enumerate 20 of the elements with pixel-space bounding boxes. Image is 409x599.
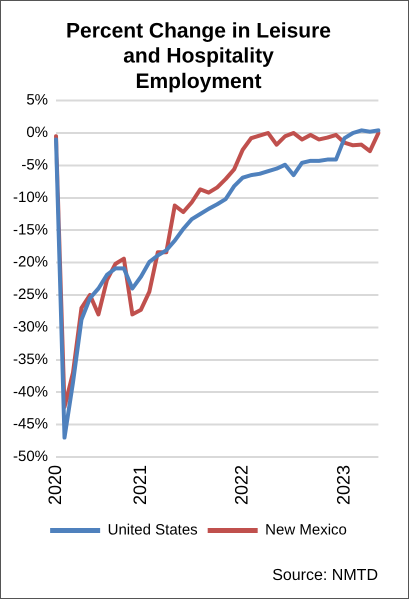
x-tick-label: 2023 <box>333 464 354 506</box>
legend-label: United States <box>108 522 198 539</box>
y-tick-label: -10% <box>12 188 48 206</box>
y-tick-label: -25% <box>12 286 48 304</box>
source-note: Source: NMTD <box>272 567 378 584</box>
y-tick-label: -20% <box>12 254 48 271</box>
y-tick-label: -40% <box>12 383 48 400</box>
y-tick-label: 0% <box>26 124 48 142</box>
y-tick-label: -30% <box>12 318 48 336</box>
x-tick-label: 2021 <box>130 464 150 506</box>
legend-label: New Mexico <box>265 522 347 539</box>
y-tick-label: -15% <box>12 221 48 238</box>
y-tick-label: -50% <box>12 448 48 466</box>
y-tick-label: -45% <box>12 416 48 433</box>
y-tick-label: -5% <box>21 156 48 174</box>
x-tick-label: 2020 <box>44 464 65 506</box>
y-tick-label: 5% <box>26 92 48 109</box>
chart-title: Percent Change in Leisure and Hospitality Employment <box>66 19 331 93</box>
x-tick-label: 2022 <box>232 464 252 506</box>
y-tick-label: -35% <box>12 350 48 368</box>
